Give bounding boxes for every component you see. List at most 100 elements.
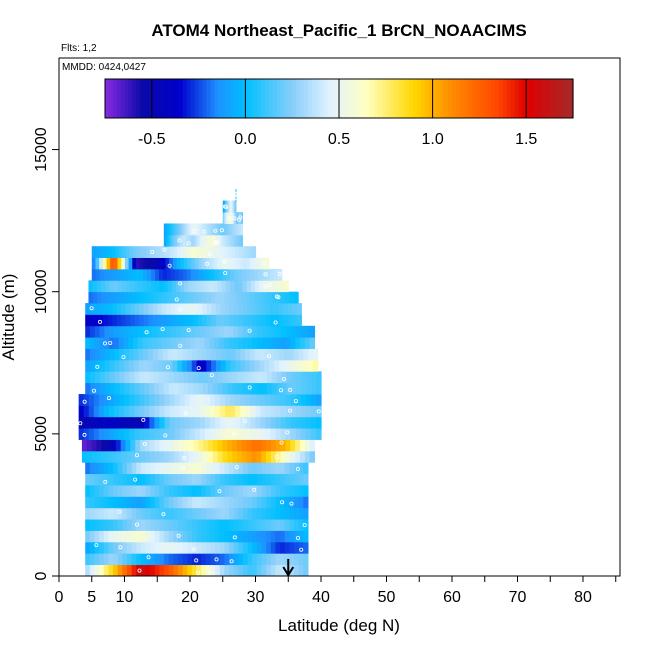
heatmap-cell	[303, 530, 309, 543]
heatmap-cell	[99, 530, 105, 543]
colorbar-segment	[545, 79, 551, 118]
heatmap-cell	[86, 439, 93, 452]
heatmap-cell	[131, 541, 137, 554]
heatmap-cell	[178, 268, 184, 281]
heatmap-cell	[99, 462, 105, 475]
heatmap-cell	[224, 223, 227, 236]
heatmap-cell	[238, 485, 244, 497]
heatmap-cell	[205, 564, 212, 576]
heatmap-cell	[247, 337, 253, 349]
x-tick-label: 10	[116, 589, 134, 606]
heatmap-cell	[159, 439, 165, 452]
colorbar-segment	[210, 79, 215, 118]
heatmap-cell	[161, 314, 167, 327]
heatmap-cell	[225, 394, 231, 406]
heatmap-cell	[232, 291, 238, 304]
heatmap-cell	[242, 371, 248, 384]
heatmap-cell	[154, 257, 159, 270]
heatmap-cell	[303, 473, 309, 486]
sample-marker	[194, 558, 199, 563]
heatmap-cell	[241, 291, 247, 304]
heatmap-cell	[94, 519, 100, 531]
y-tick-label: 10000	[33, 269, 50, 314]
heatmap-cell	[242, 519, 249, 531]
heatmap-cell	[133, 359, 140, 372]
heatmap-cell	[191, 485, 198, 497]
heatmap-cell	[295, 416, 302, 429]
heatmap-cell	[103, 303, 109, 315]
sample-marker	[234, 465, 239, 470]
heatmap-cell	[280, 450, 286, 463]
heatmap-cell	[279, 280, 285, 293]
heatmap-cell	[182, 473, 188, 486]
heatmap-cell	[85, 485, 91, 497]
heatmap-cell	[304, 325, 311, 338]
colorbar-tick-label: 1.0	[421, 131, 443, 148]
heatmap-cell	[187, 530, 193, 543]
sample-marker	[133, 477, 138, 482]
heatmap-cell	[305, 405, 312, 418]
heatmap-cell	[159, 462, 165, 475]
heatmap-cell	[210, 541, 216, 554]
heatmap-cell	[201, 223, 204, 236]
heatmap-cell	[94, 462, 100, 475]
heatmap-cell	[123, 359, 130, 372]
heatmap-cell	[124, 257, 130, 270]
heatmap-cell	[103, 462, 109, 475]
heatmap-cell	[108, 405, 115, 418]
heatmap-cell	[241, 246, 246, 258]
heatmap-cell	[276, 371, 283, 384]
heatmap-cell	[295, 337, 301, 349]
heatmap-cell	[238, 314, 244, 327]
heatmap-cell	[124, 405, 130, 418]
heatmap-cell	[229, 223, 232, 236]
heatmap-cell	[300, 337, 306, 349]
sample-marker	[176, 533, 181, 538]
heatmap-cell	[203, 371, 209, 384]
colorbar-segment	[194, 79, 200, 118]
sample-marker	[238, 215, 243, 220]
heatmap-cell	[251, 450, 257, 463]
heatmap-cell	[120, 439, 127, 452]
heatmap-cell	[117, 473, 123, 486]
heatmap-cell	[301, 382, 307, 395]
heatmap-cell	[242, 268, 247, 281]
heatmap-cell	[270, 507, 277, 520]
heatmap-cell	[99, 519, 105, 531]
heatmap-cell	[312, 359, 319, 372]
heatmap-cell	[264, 348, 270, 361]
heatmap-cell	[304, 450, 311, 463]
heatmap-cell	[90, 382, 96, 395]
heatmap-cell	[186, 234, 189, 247]
heatmap-cell	[206, 303, 212, 315]
heatmap-cell	[95, 382, 101, 395]
heatmap-cell	[256, 530, 263, 543]
heatmap-cell	[163, 382, 170, 395]
heatmap-cell	[167, 348, 173, 361]
heatmap-cell	[206, 223, 209, 236]
heatmap-cell	[219, 530, 225, 543]
heatmap-cell	[149, 246, 154, 258]
heatmap-cell	[206, 348, 212, 361]
heatmap-cell	[254, 359, 261, 372]
heatmap-cell	[240, 416, 246, 429]
heatmap-cell	[242, 553, 249, 566]
heatmap-cell	[190, 246, 195, 258]
sample-marker	[247, 385, 252, 390]
heatmap-cell	[163, 371, 170, 384]
heatmap-cell	[195, 337, 201, 349]
heatmap-cell	[204, 416, 211, 429]
heatmap-cell	[184, 303, 190, 315]
heatmap-cell	[108, 485, 114, 497]
heatmap-cell	[211, 303, 217, 315]
heatmap-cell	[124, 371, 131, 384]
heatmap-cell	[189, 416, 196, 429]
heatmap-cell	[213, 257, 218, 270]
heatmap-cell	[235, 257, 240, 270]
heatmap-cell	[91, 257, 97, 270]
heatmap-cell	[247, 473, 253, 486]
colorbar-segment	[307, 79, 313, 118]
heatmap-cell	[173, 530, 179, 543]
heatmap-cell	[220, 348, 227, 361]
heatmap-cell	[150, 519, 156, 531]
